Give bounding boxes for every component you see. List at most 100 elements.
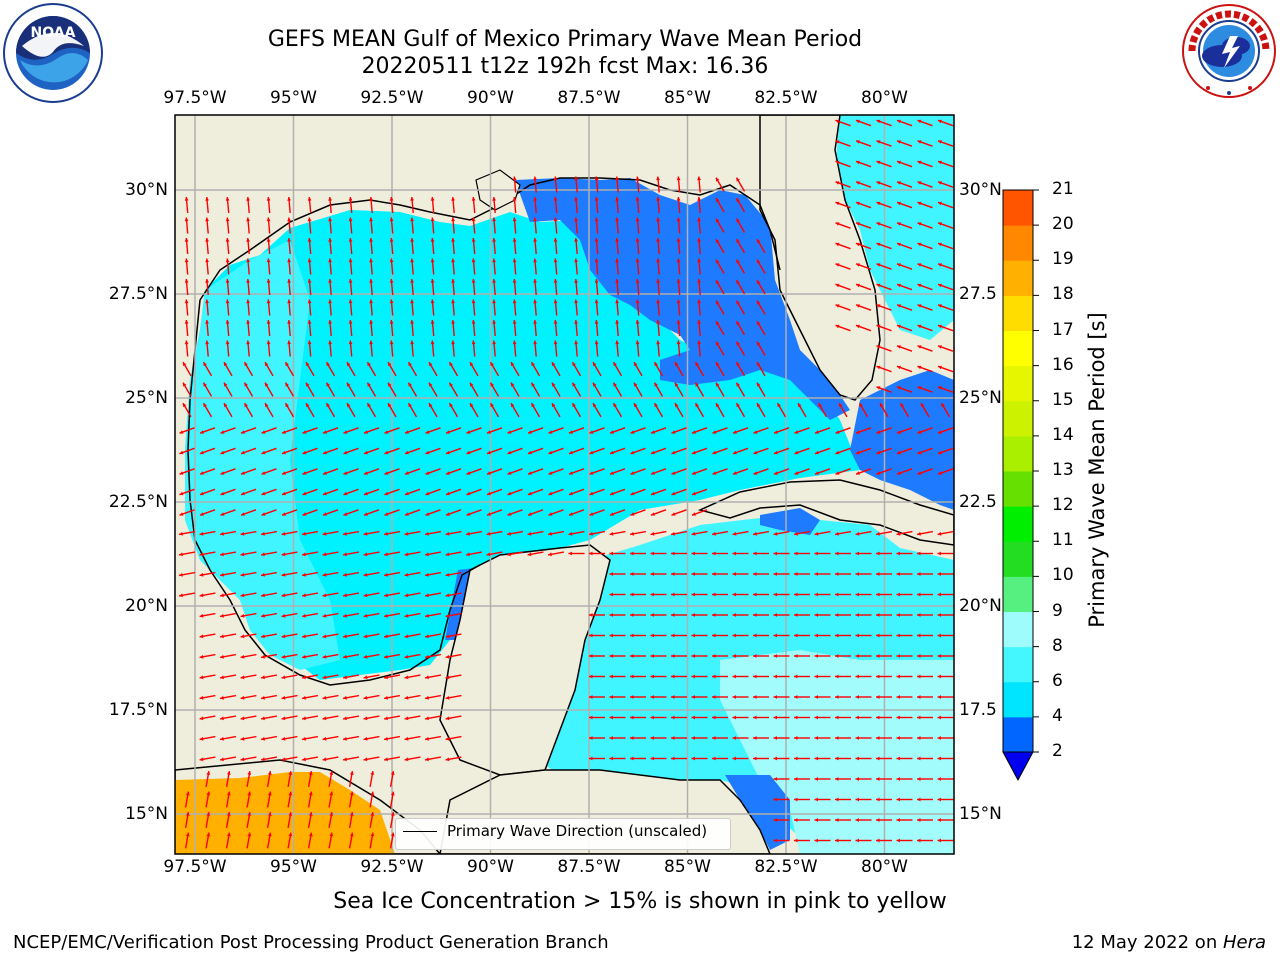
colorbar-tick-label: 4	[1052, 705, 1063, 726]
wave-arrow-head	[470, 403, 474, 408]
wave-arrow-head	[363, 716, 368, 721]
wave-arrow-head	[281, 634, 286, 639]
wave-arrow-head	[589, 633, 593, 638]
wave-arrow-head	[814, 654, 818, 658]
wave-arrow-head	[695, 362, 699, 367]
wave-arrow-head	[466, 491, 471, 496]
wave-arrow-head	[712, 471, 717, 475]
wave-arrow-head	[220, 757, 224, 762]
latitude-label: 27.5°N	[108, 284, 168, 304]
wave-arrow-head	[835, 818, 839, 822]
wave-arrow-head	[897, 181, 901, 185]
wave-arrow-head	[302, 430, 307, 434]
wave-arrow-head	[635, 238, 640, 242]
wave-arrow-head	[220, 654, 224, 659]
wave-arrow-head	[773, 572, 777, 576]
national-weather-service-logo-icon	[1182, 4, 1276, 98]
wave-arrow-head	[732, 736, 736, 740]
wave-arrow-head	[343, 716, 347, 721]
wave-arrow-head	[855, 654, 859, 658]
wave-arrow-head	[794, 715, 798, 720]
wave-arrow-head	[302, 634, 306, 639]
wave-arrow-head	[757, 382, 761, 387]
wave-arrow-head	[246, 258, 250, 263]
wave-arrow-head	[200, 450, 204, 455]
wave-arrow-head	[671, 512, 676, 516]
wave-arrow-head	[261, 736, 265, 741]
wave-arrow-head	[938, 471, 942, 475]
wave-arrow-head	[425, 654, 429, 659]
wave-arrow-head	[261, 491, 266, 496]
wave-arrow-head	[220, 471, 225, 475]
wave-arrow-head	[528, 450, 532, 455]
wave-arrow-head	[492, 217, 496, 222]
wave-arrow-head	[615, 176, 619, 181]
wave-arrow-head	[835, 430, 840, 434]
wave-arrow-head	[302, 757, 306, 762]
wave-arrow-head	[712, 450, 717, 455]
wave-arrow-head	[548, 471, 553, 475]
wave-arrow-head	[548, 552, 552, 557]
wave-arrow-head	[364, 491, 368, 496]
wave-arrow-head	[917, 654, 921, 658]
wave-arrow-head	[307, 279, 312, 283]
wave-arrow-head	[574, 320, 578, 324]
footer-host: Hera	[1222, 932, 1266, 953]
wave-arrow-head	[917, 119, 922, 124]
wave-arrow-head	[306, 382, 310, 387]
wave-arrow-head	[425, 572, 429, 577]
wave-arrow-head	[347, 362, 351, 367]
wave-arrow-head	[179, 552, 183, 557]
wave-arrow-head	[574, 279, 578, 283]
wave-arrow-head	[876, 818, 880, 822]
wave-arrow-head	[200, 512, 204, 516]
wave-arrow-head	[369, 258, 373, 263]
wave-arrow-head	[302, 654, 306, 659]
latitude-label: 22.5	[959, 492, 997, 512]
wave-arrow-head	[512, 279, 517, 283]
wave-arrow-head	[492, 238, 496, 242]
wave-arrow-head	[569, 512, 573, 516]
wave-arrow-head	[613, 403, 617, 408]
wave-arrow-head	[261, 512, 266, 516]
wave-arrow-head	[307, 299, 312, 304]
wave-arrow-head	[716, 341, 720, 346]
wave-arrow-head	[241, 512, 245, 516]
wave-arrow-head	[492, 340, 496, 345]
cuba-shelf-water	[760, 508, 820, 535]
wave-arrow-head	[445, 593, 450, 598]
wave-arrow-head	[553, 279, 558, 283]
wave-arrow-head	[288, 791, 293, 796]
wave-arrow-head	[507, 430, 512, 434]
wave-arrow-head	[896, 613, 900, 617]
wave-arrow-head	[736, 218, 740, 223]
wave-arrow-head	[199, 572, 204, 577]
wave-arrow-head	[471, 258, 476, 263]
wave-arrow-head	[757, 321, 761, 326]
wave-arrow-head	[697, 279, 701, 283]
wave-arrow-head	[225, 340, 230, 345]
wave-arrow-head	[773, 818, 777, 822]
wave-arrow-head	[937, 736, 941, 740]
wave-arrow-head	[384, 613, 388, 618]
wave-arrow-head	[937, 695, 941, 699]
latitude-label: 25°N	[959, 388, 1002, 408]
wave-arrow-head	[384, 450, 389, 455]
wave-arrow-head	[941, 403, 945, 408]
wave-arrow-head	[471, 299, 476, 304]
wave-arrow-head	[736, 177, 740, 182]
footer-date: 12 May 2022 on Hera	[1071, 932, 1266, 953]
wave-arrow-head	[615, 217, 619, 222]
wave-arrow-head	[404, 572, 409, 577]
wave-arrow-head	[363, 654, 368, 659]
wave-arrow-head	[527, 552, 532, 557]
wave-arrow-head	[856, 181, 860, 185]
wave-arrow-head	[671, 736, 675, 740]
wave-arrow-head	[692, 450, 696, 455]
wave-arrow-head	[691, 715, 695, 720]
wave-arrow-head	[405, 430, 409, 434]
wave-arrow-head	[794, 838, 798, 843]
wave-arrow-head	[322, 531, 327, 536]
wave-arrow-head	[369, 340, 373, 345]
wave-arrow-head	[773, 654, 777, 658]
